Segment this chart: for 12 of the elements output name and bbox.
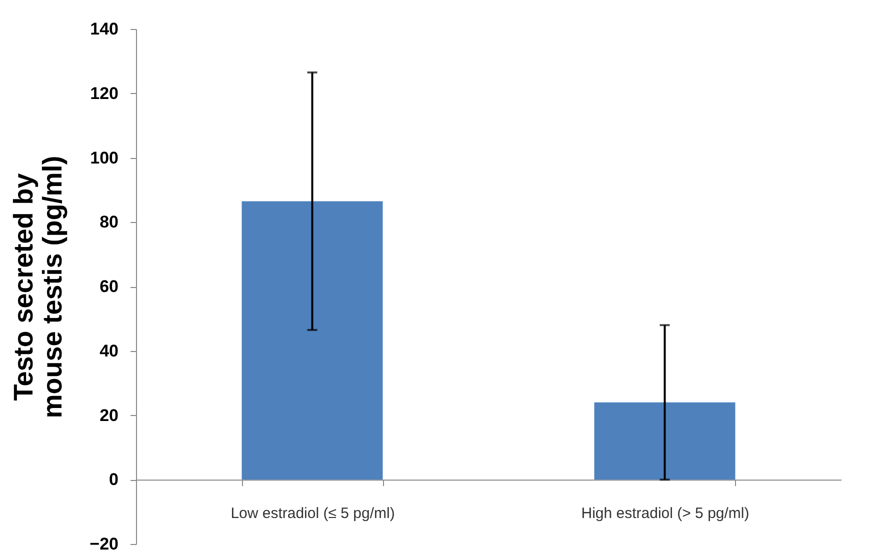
y-tick-label: −20 — [90, 534, 118, 550]
y-tick-label: 60 — [100, 277, 118, 296]
y-axis-title: Testo secreted by mouse testis (pg/ml) — [8, 156, 68, 418]
y-tick-label: 40 — [100, 341, 118, 360]
y-tick-label: 20 — [100, 406, 118, 425]
y-tick-label: 0 — [109, 470, 118, 490]
y-tick-label: 100 — [90, 148, 118, 168]
y-tick-label: 80 — [100, 212, 118, 232]
y-tick-label: 140 — [90, 20, 118, 38]
y-tick-label: 120 — [90, 84, 118, 103]
x-tick-label: Low estradiol (≤ 5 pg/ml) — [230, 505, 395, 522]
x-tick-label: High estradiol (> 5 pg/ml) — [581, 505, 750, 522]
